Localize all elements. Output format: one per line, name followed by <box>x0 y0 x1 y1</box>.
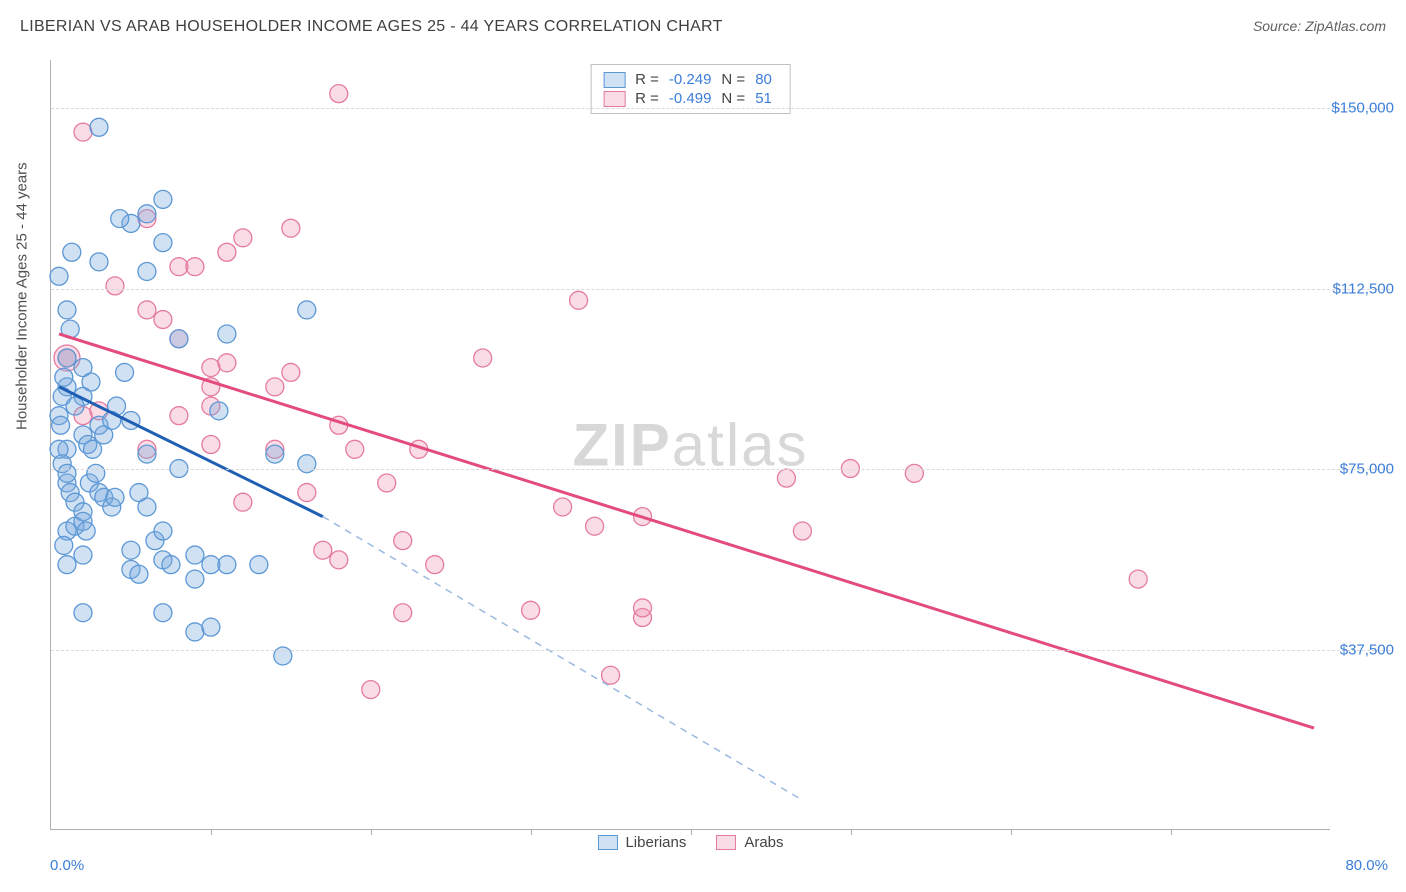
x-tick <box>1011 829 1012 835</box>
y-axis-label: Householder Income Ages 25 - 44 years <box>14 162 31 430</box>
gridline <box>51 289 1390 290</box>
n-label: N = <box>721 71 745 88</box>
y-tick-label: $37,500 <box>1340 641 1394 658</box>
legend-label-arabs: Arabs <box>744 834 783 851</box>
r-value-liberians: -0.249 <box>669 71 712 88</box>
x-tick <box>851 829 852 835</box>
chart-title: LIBERIAN VS ARAB HOUSEHOLDER INCOME AGES… <box>20 18 723 36</box>
y-tick-label: $112,500 <box>1333 280 1394 297</box>
y-tick-label: $150,000 <box>1331 100 1394 117</box>
gridline <box>51 650 1390 651</box>
x-tick <box>531 829 532 835</box>
n-value-liberians: 80 <box>755 71 772 88</box>
x-tick <box>211 829 212 835</box>
swatch-liberians-icon <box>603 72 625 88</box>
source-label: Source: ZipAtlas.com <box>1253 18 1386 34</box>
scatter-svg <box>51 60 1330 829</box>
x-axis-max-label: 80.0% <box>1345 857 1388 874</box>
r-label: R = <box>635 90 659 107</box>
x-tick <box>691 829 692 835</box>
r-label: R = <box>635 71 659 88</box>
r-value-arabs: -0.499 <box>669 90 712 107</box>
x-axis-min-label: 0.0% <box>50 857 84 874</box>
swatch-arabs-icon <box>716 835 736 850</box>
gridline <box>51 469 1390 470</box>
swatch-liberians-icon <box>597 835 617 850</box>
legend-row-arabs: R = -0.499 N = 51 <box>603 90 772 107</box>
plot-area: ZIPatlas R = -0.249 N = 80 R = -0.499 N … <box>50 60 1330 830</box>
legend-label-liberians: Liberians <box>625 834 686 851</box>
swatch-arabs-icon <box>603 91 625 107</box>
n-value-arabs: 51 <box>755 90 772 107</box>
n-label: N = <box>721 90 745 107</box>
x-tick <box>1171 829 1172 835</box>
legend-row-liberians: R = -0.249 N = 80 <box>603 71 772 88</box>
legend-item-liberians: Liberians <box>597 834 686 851</box>
x-tick <box>371 829 372 835</box>
legend-series: Liberians Arabs <box>589 832 791 853</box>
legend-item-arabs: Arabs <box>716 834 783 851</box>
y-tick-label: $75,000 <box>1340 461 1394 478</box>
legend-correlation: R = -0.249 N = 80 R = -0.499 N = 51 <box>590 64 791 114</box>
gridline <box>51 108 1390 109</box>
